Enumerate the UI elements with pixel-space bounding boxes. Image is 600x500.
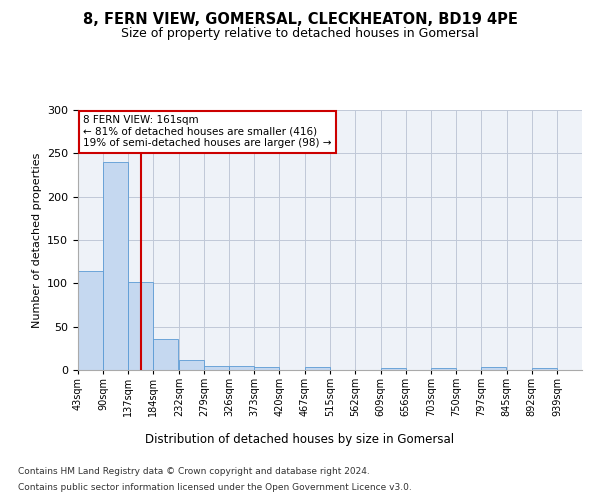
Bar [103, 162, 128, 370]
Bar [481, 368, 506, 370]
Y-axis label: Number of detached properties: Number of detached properties [32, 152, 41, 328]
Bar [305, 366, 330, 370]
Bar [229, 366, 254, 370]
Bar [78, 271, 103, 370]
Bar [204, 366, 229, 370]
Text: Contains public sector information licensed under the Open Government Licence v3: Contains public sector information licen… [18, 482, 412, 492]
Bar [380, 368, 406, 370]
Text: 8 FERN VIEW: 161sqm
← 81% of detached houses are smaller (416)
19% of semi-detac: 8 FERN VIEW: 161sqm ← 81% of detached ho… [83, 115, 332, 148]
Bar [128, 282, 154, 370]
Bar [532, 368, 557, 370]
Text: Contains HM Land Registry data © Crown copyright and database right 2024.: Contains HM Land Registry data © Crown c… [18, 468, 370, 476]
Bar [154, 339, 178, 370]
Bar [179, 360, 204, 370]
Bar [254, 366, 280, 370]
Text: Distribution of detached houses by size in Gomersal: Distribution of detached houses by size … [145, 432, 455, 446]
Bar [431, 368, 456, 370]
Text: 8, FERN VIEW, GOMERSAL, CLECKHEATON, BD19 4PE: 8, FERN VIEW, GOMERSAL, CLECKHEATON, BD1… [83, 12, 517, 28]
Text: Size of property relative to detached houses in Gomersal: Size of property relative to detached ho… [121, 28, 479, 40]
